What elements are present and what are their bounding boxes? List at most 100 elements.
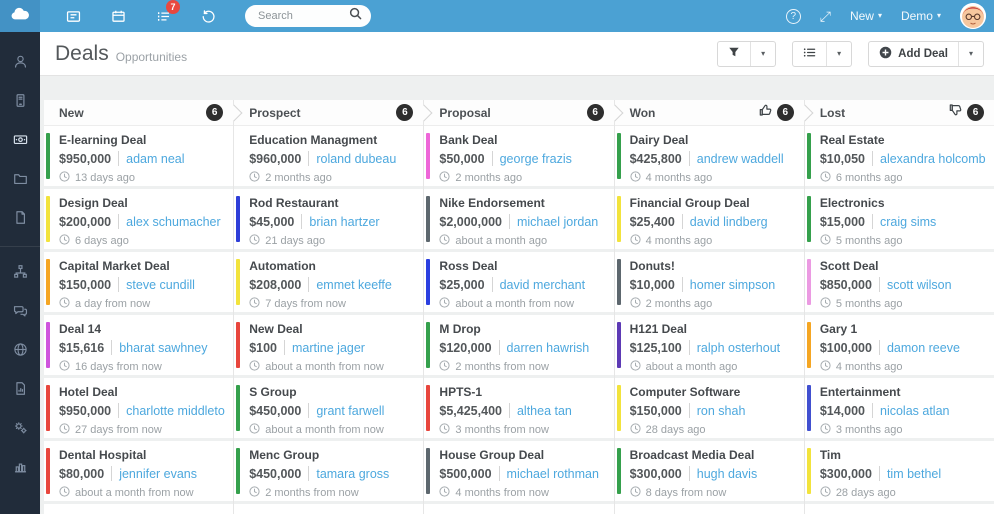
sidebar-item-messages[interactable] <box>0 293 40 332</box>
expand-icon[interactable]: ⤢ <box>819 8 831 24</box>
page-subtitle: Opportunities <box>115 49 188 64</box>
deal-contact-link[interactable]: martine jager <box>292 340 365 355</box>
sidebar-item-deals[interactable] <box>0 122 40 161</box>
deal-contact-link[interactable]: alex schumacher <box>126 214 221 229</box>
deal-card[interactable]: Design Deal $200,000 alex schumacher 6 d… <box>44 189 234 249</box>
deal-card[interactable]: Hotel Deal $950,000 charlotte middleton … <box>44 378 234 438</box>
deal-contact-link[interactable]: darren hawrish <box>506 340 590 355</box>
journal-icon[interactable] <box>64 7 82 25</box>
sidebar-item-pipeline[interactable] <box>0 254 40 293</box>
deal-title: Deal 14 <box>59 322 102 336</box>
calendar-icon[interactable] <box>109 7 127 25</box>
deal-card[interactable]: Rod Restaurant $45,000 brian hartzer 21 … <box>234 189 424 249</box>
deal-card[interactable]: Financial Group Deal $25,400 david lindb… <box>614 189 804 249</box>
deal-contact-link[interactable]: ralph osterhout <box>696 340 781 355</box>
deal-card[interactable]: E-learning Deal $950,000 adam neal 13 da… <box>44 126 234 186</box>
filter-button[interactable] <box>718 42 750 66</box>
deal-contact-link[interactable]: hugh davis <box>696 466 758 481</box>
search-icon[interactable] <box>349 7 362 25</box>
user-menu[interactable]: Demo ▾ <box>901 9 941 23</box>
deal-card[interactable]: Tim $300,000 tim bethel 28 days ago <box>804 441 994 501</box>
deal-card[interactable]: Gary 1 $100,000 damon reeve 4 months ago <box>804 315 994 375</box>
notification-badge[interactable]: 7 <box>166 0 180 14</box>
deal-card[interactable]: Deal 14 $15,616 bharat sawhney 16 days f… <box>44 315 234 375</box>
sidebar-item-statistics[interactable] <box>0 449 40 488</box>
deal-amount: $50,000 <box>439 151 485 166</box>
deal-title: Broadcast Media Deal <box>629 448 755 462</box>
deal-card[interactable]: Computer Software $150,000 ron shah 28 d… <box>614 378 804 438</box>
app-logo[interactable] <box>0 0 40 32</box>
sidebar-item-settings[interactable] <box>0 410 40 449</box>
deal-contact-link[interactable]: michael rothman <box>506 466 599 481</box>
view-dropdown-button[interactable]: ▾ <box>826 41 851 66</box>
deal-contact-link[interactable]: damon reeve <box>886 340 960 355</box>
deal-stripe <box>236 385 241 431</box>
deal-due-row: 7 days from now <box>249 297 415 311</box>
deal-card[interactable]: Nike Endorsement $2,000,000 michael jord… <box>424 189 614 249</box>
deal-card[interactable]: H121 Deal $125,100 ralph osterhout about… <box>614 315 804 375</box>
filter-dropdown-button[interactable]: ▾ <box>750 41 775 66</box>
deal-card[interactable]: Dairy Deal $425,800 andrew waddell 4 mon… <box>614 126 804 186</box>
deal-contact-link[interactable]: alexandra holcomb <box>880 151 986 166</box>
deal-card[interactable]: HPTS-1 $5,425,400 althea tan 3 months fr… <box>424 378 614 438</box>
tasks-icon[interactable]: 7 <box>154 0 180 25</box>
deal-card[interactable]: Education Managment $960,000 roland dube… <box>234 126 424 186</box>
deal-contact-link[interactable]: andrew waddell <box>696 151 784 166</box>
deal-card[interactable]: Entertainment $14,000 nicolas atlan 3 mo… <box>804 378 994 438</box>
deal-card[interactable]: Automation $208,000 emmet keeffe 7 days … <box>234 252 424 312</box>
sidebar-item-contacts[interactable] <box>0 44 40 83</box>
sidebar-item-web[interactable] <box>0 332 40 371</box>
deal-contact-link[interactable]: george frazis <box>499 151 572 166</box>
deal-contact-link[interactable]: scott wilson <box>886 277 952 292</box>
deal-meta: $10,050 alexandra holcomb <box>820 151 986 166</box>
deal-card[interactable]: M Drop $120,000 darren hawrish 2 months … <box>424 315 614 375</box>
deal-contact-link[interactable]: tamara gross <box>316 466 390 481</box>
deal-card[interactable]: Capital Market Deal $150,000 steve cundi… <box>44 252 234 312</box>
deal-card[interactable]: House Group Deal $500,000 michael rothma… <box>424 441 614 501</box>
deal-card[interactable]: New Deal $100 martine jager about a mont… <box>234 315 424 375</box>
deal-contact-link[interactable]: david lindberg <box>689 214 768 229</box>
deal-meta: $100,000 damon reeve <box>820 340 986 355</box>
deal-card[interactable]: Scott Deal $850,000 scott wilson 5 month… <box>804 252 994 312</box>
deal-contact-link[interactable]: brian hartzer <box>309 214 380 229</box>
deal-card[interactable]: Bank Deal $50,000 george frazis 2 months… <box>424 126 614 186</box>
deal-contact-link[interactable]: homer simpson <box>689 277 776 292</box>
column-cards: Dairy Deal $425,800 andrew waddell 4 mon… <box>614 126 804 514</box>
search-input[interactable] <box>258 10 349 22</box>
deal-card[interactable]: Menc Group $450,000 tamara gross 2 month… <box>234 441 424 501</box>
deal-contact-link[interactable]: ron shah <box>696 403 746 418</box>
add-deal-button[interactable]: Add Deal <box>869 42 958 66</box>
deal-contact-link[interactable]: david merchant <box>499 277 586 292</box>
deal-card[interactable]: Ross Deal $25,000 david merchant about a… <box>424 252 614 312</box>
deal-contact-link[interactable]: steve cundill <box>126 277 195 292</box>
new-menu[interactable]: New ▾ <box>850 9 882 23</box>
deal-contact-link[interactable]: emmet keeffe <box>316 277 392 292</box>
avatar[interactable] <box>960 3 986 29</box>
deal-card[interactable]: Donuts! $10,000 homer simpson 2 months a… <box>614 252 804 312</box>
deal-contact-link[interactable]: grant farwell <box>316 403 385 418</box>
history-icon[interactable] <box>199 7 217 25</box>
deal-contact-link[interactable]: tim bethel <box>886 466 942 481</box>
deal-contact-link[interactable]: bharat sawhney <box>119 340 208 355</box>
deal-contact-link[interactable]: adam neal <box>126 151 185 166</box>
deal-contact-link[interactable]: althea tan <box>516 403 572 418</box>
deal-contact-link[interactable]: jennifer evans <box>119 466 198 481</box>
deal-contact-link[interactable]: nicolas atlan <box>880 403 950 418</box>
add-deal-dropdown-button[interactable]: ▾ <box>957 41 983 66</box>
list-view-button[interactable] <box>793 42 826 66</box>
deal-card[interactable]: Real Estate $10,050 alexandra holcomb 6 … <box>804 126 994 186</box>
sidebar-item-documents[interactable] <box>0 200 40 239</box>
deal-contact-link[interactable]: michael jordan <box>516 214 599 229</box>
sidebar-item-reports[interactable] <box>0 371 40 410</box>
search-bar[interactable] <box>245 5 371 27</box>
sidebar-item-accounts[interactable] <box>0 83 40 122</box>
deal-contact-link[interactable]: roland dubeau <box>316 151 397 166</box>
deal-card[interactable]: Broadcast Media Deal $300,000 hugh davis… <box>614 441 804 501</box>
deal-card[interactable]: Electronics $15,000 craig sims 5 months … <box>804 189 994 249</box>
deal-contact-link[interactable]: charlotte middleton <box>126 403 226 418</box>
deal-card[interactable]: S Group $450,000 grant farwell about a m… <box>234 378 424 438</box>
help-icon[interactable]: ? <box>785 8 801 24</box>
deal-card[interactable]: Dental Hospital $80,000 jennifer evans a… <box>44 441 234 501</box>
sidebar-item-folders[interactable] <box>0 161 40 200</box>
deal-contact-link[interactable]: craig sims <box>880 214 937 229</box>
